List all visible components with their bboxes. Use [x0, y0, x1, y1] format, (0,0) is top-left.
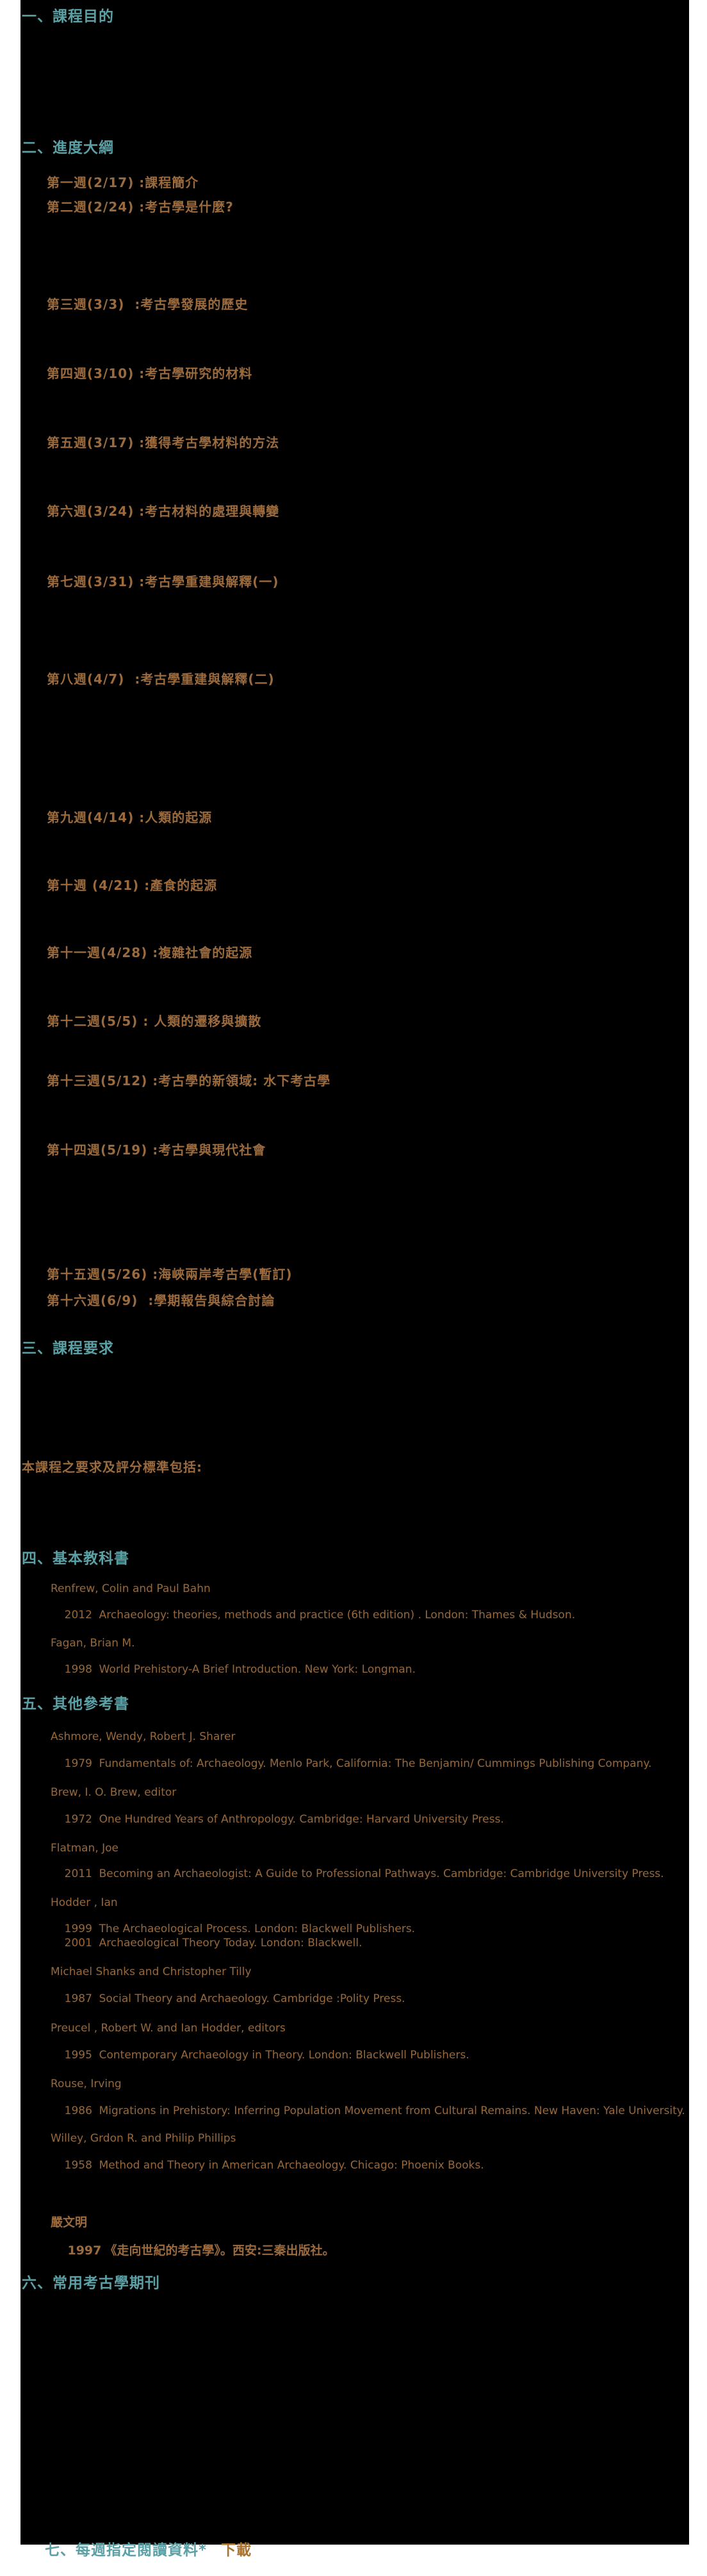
- entry-year: 1987: [64, 1992, 92, 2005]
- syllabus-content-block: 一、課程目的 二、進度大綱 三、課程要求 四、基本教科書 五、其他參考書 六、常…: [20, 0, 689, 2559]
- textbook-author: Renfrew, Colin and Paul Bahn: [51, 1582, 211, 1595]
- schedule-week-10: 第十週 (4/21) :產食的起源: [47, 878, 218, 893]
- reference-author: Willey, Grdon R. and Philip Phillips: [51, 2132, 236, 2145]
- entry-year: 2011: [64, 1867, 92, 1880]
- schedule-week-1: 第一週(2/17) :課程簡介: [47, 175, 199, 190]
- reference-entry: 1999 The Archaeological Process. London: …: [51, 1910, 415, 1948]
- heading-course-requirements: 三、課程要求: [22, 1340, 114, 1357]
- heading-journals: 六、常用考古學期刊: [22, 2275, 160, 2292]
- reference-author: Preucel , Robert W. and Ian Hodder, edit…: [51, 2022, 286, 2035]
- entry-year: 1995: [64, 2048, 92, 2062]
- entry-title: Method and Theory in American Archaeolog…: [99, 2158, 484, 2172]
- entry-year: 1986: [64, 2104, 92, 2117]
- reference-author: Brew, I. O. Brew, editor: [51, 1786, 177, 1799]
- schedule-week-2: 第二週(2/24) :考古學是什麼?: [47, 199, 234, 215]
- entry-title: Archaeological Theory Today. London: Bla…: [99, 1936, 362, 1949]
- reference-entry: 1972 One Hundred Years of Anthropology. C…: [51, 1801, 504, 1839]
- schedule-week-13: 第十三週(5/12) :考古學的新領域: 水下考古學: [47, 1073, 331, 1088]
- heading-weekly-readings-row: 七、每週指定閱讀資料* 下載: [22, 2525, 252, 2576]
- heading-references: 五、其他參考書: [22, 1696, 129, 1712]
- entry-title: 《走向世紀的考古學》。西安:三秦出版社。: [104, 2243, 335, 2258]
- textbook-entry: 1998 World Prehistory-A Brief Introductio…: [51, 1651, 416, 1689]
- reference-author: Hodder , Ian: [51, 1896, 118, 1909]
- schedule-week-4: 第四週(3/10) :考古學研究的材料: [47, 366, 253, 381]
- schedule-week-11: 第十一週(4/28) :複雜社會的起源: [47, 945, 253, 960]
- download-link[interactable]: 下載: [221, 2542, 252, 2559]
- entry-year: 1979: [64, 1757, 92, 1770]
- schedule-week-14: 第十四週(5/19) :考古學與現代社會: [47, 1142, 266, 1158]
- reference-entry: 1986 Migrations in Prehistory: Inferring …: [51, 2092, 685, 2130]
- reference-entry: 1958 Method and Theory in American Archae…: [51, 2147, 484, 2185]
- heading-schedule-outline: 二、進度大綱: [22, 140, 114, 156]
- entry-year: 1998: [64, 1662, 92, 1676]
- entry-year: 1997: [67, 2243, 102, 2258]
- entry-year: 1999: [64, 1922, 92, 1935]
- entry-title: The Archaeological Process. London: Blac…: [99, 1922, 416, 1935]
- reference-entry: 1995 Contemporary Archaeology in Theory. …: [51, 2037, 469, 2074]
- reference-author: 嚴文明: [51, 2215, 88, 2229]
- entry-year: 2001: [64, 1936, 92, 1949]
- entry-year: 2012: [64, 1608, 92, 1621]
- textbook-entry: 2012 Archaeology: theories, methods and p…: [51, 1596, 576, 1634]
- entry-title: Social Theory and Archaeology. Cambridge…: [99, 1992, 405, 2005]
- reference-entry: 1987 Social Theory and Archaeology. Cambr…: [51, 1980, 405, 2018]
- entry-title: One Hundred Years of Anthropology. Cambr…: [99, 1812, 504, 1826]
- schedule-week-7: 第七週(3/31) :考古學重建與解釋(一): [47, 574, 279, 589]
- schedule-week-6: 第六週(3/24) :考古材料的處理與轉變: [47, 504, 280, 519]
- schedule-week-9: 第九週(4/14) :人類的起源: [47, 810, 213, 825]
- entry-title: Fundamentals of: Archaeology. Menlo Park…: [99, 1757, 652, 1770]
- entry-title: Becoming an Archaeologist: A Guide to Pr…: [99, 1867, 664, 1880]
- entry-title: World Prehistory-A Brief Introduction. N…: [99, 1662, 416, 1676]
- schedule-week-8: 第八週(4/7) :考古學重建與解釋(二): [47, 671, 275, 687]
- schedule-week-12: 第十二週(5/5) : 人類的遷移與擴散: [47, 1013, 262, 1029]
- entry-title: Migrations in Prehistory: Inferring Popu…: [99, 2104, 685, 2117]
- reference-entry: 2001 Archaeological Theory Today. London:…: [51, 1924, 362, 1962]
- schedule-week-16: 第十六週(6/9) :學期報告與綜合討論: [47, 1293, 275, 1308]
- requirements-intro: 本課程之要求及評分標準包括:: [22, 1459, 202, 1475]
- heading-course-purpose: 一、課程目的: [22, 8, 114, 25]
- entry-title: Archaeology: theories, methods and pract…: [99, 1608, 576, 1621]
- reference-entry: 1979 Fundamentals of: Archaeology. Menlo …: [51, 1745, 652, 1783]
- reference-author: Michael Shanks and Christopher Tilly: [51, 1965, 252, 1978]
- textbook-author: Fagan, Brian M.: [51, 1637, 135, 1650]
- schedule-week-5: 第五週(3/17) :獲得考古學材料的方法: [47, 435, 280, 450]
- reference-author: Rouse, Irving: [51, 2078, 122, 2090]
- schedule-week-15: 第十五週(5/26) :海峽兩岸考古學(暫訂): [47, 1267, 293, 1282]
- heading-weekly-readings: 七、每週指定閱讀資料*: [45, 2542, 207, 2559]
- reference-entry: 1997 《走向世紀的考古學》。西安:三秦出版社。: [51, 2230, 335, 2272]
- reference-author: Ashmore, Wendy, Robert J. Sharer: [51, 1730, 236, 1743]
- reference-author: Flatman, Joe: [51, 1842, 119, 1855]
- entry-year: 1958: [64, 2158, 92, 2172]
- entry-title: Contemporary Archaeology in Theory. Lond…: [99, 2048, 469, 2062]
- reference-entry: 2011 Becoming an Archaeologist: A Guide t…: [51, 1855, 664, 1893]
- heading-textbooks: 四、基本教科書: [22, 1550, 129, 1567]
- schedule-week-3: 第三週(3/3) :考古學發展的歷史: [47, 297, 248, 312]
- entry-year: 1972: [64, 1812, 92, 1826]
